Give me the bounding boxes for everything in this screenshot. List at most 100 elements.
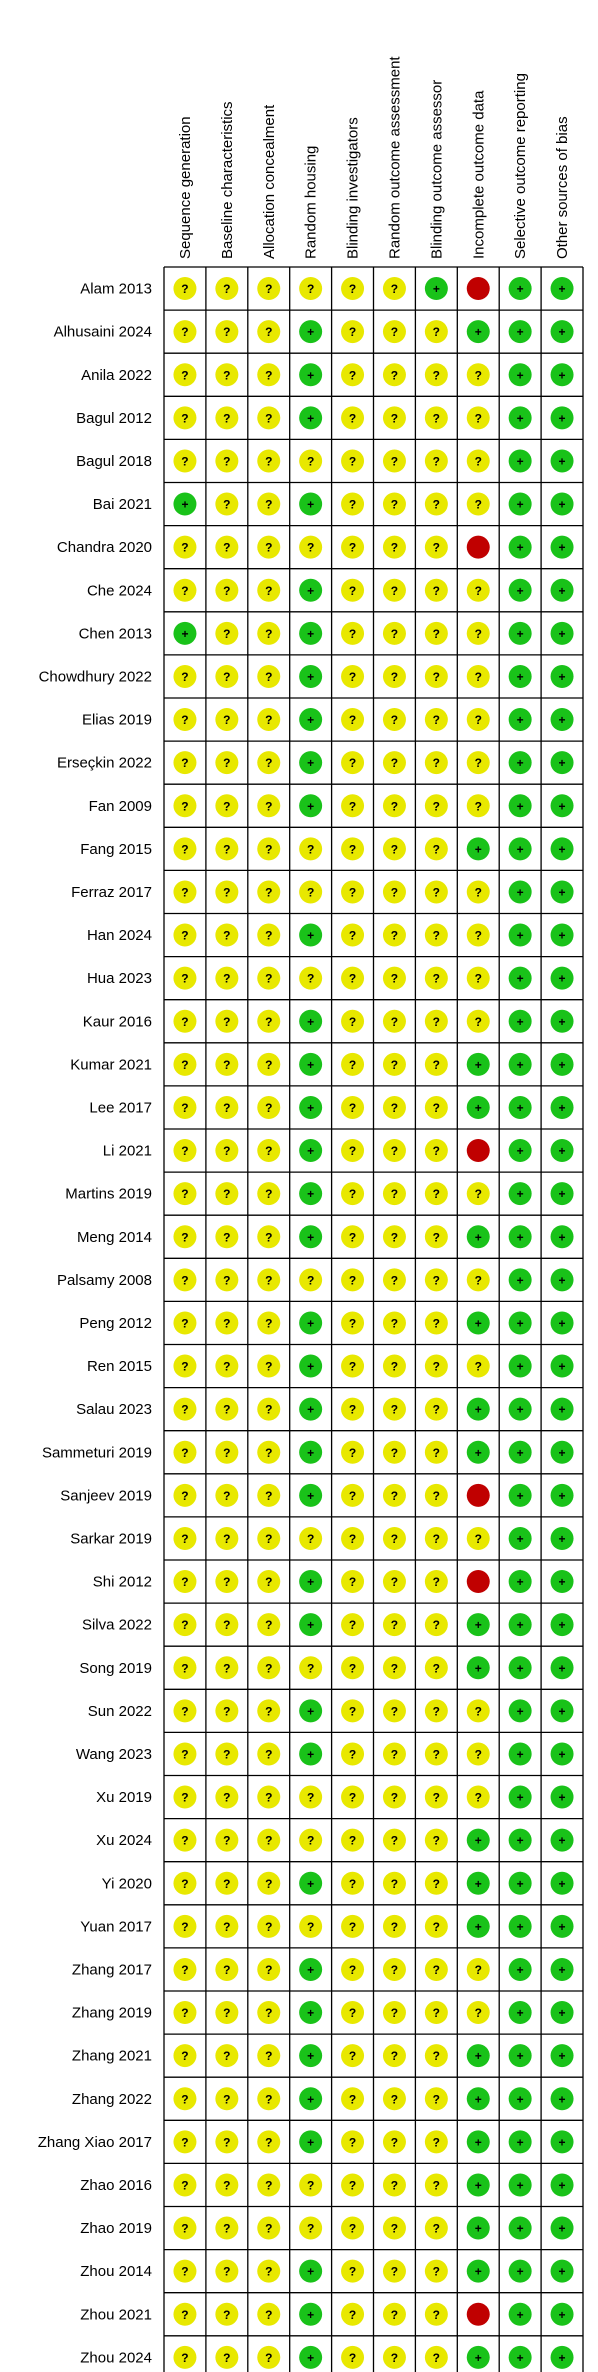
rating-symbol: ? xyxy=(433,2092,440,2106)
rating-low-risk-marker xyxy=(550,664,574,688)
rating-unclear-risk-marker xyxy=(341,2087,365,2111)
rating-unclear-risk-marker xyxy=(257,837,281,861)
rating-low-risk-marker xyxy=(299,2130,323,2154)
rating-symbol: ? xyxy=(349,1316,356,1330)
rating-low-risk-marker xyxy=(550,1139,574,1163)
rating-symbol: + xyxy=(307,627,314,641)
rating-unclear-risk-marker xyxy=(173,1225,197,1249)
rating-symbol: + xyxy=(559,1575,566,1589)
rating-symbol: ? xyxy=(349,282,356,296)
rating-unclear-risk-marker xyxy=(341,1397,365,1421)
rating-unclear-risk-marker xyxy=(257,708,281,732)
rating-unclear-risk-marker xyxy=(424,2302,448,2326)
rating-unclear-risk-marker xyxy=(341,837,365,861)
rating-unclear-risk-marker xyxy=(173,966,197,990)
rating-unclear-risk-marker xyxy=(424,1354,448,1378)
rating-symbol: ? xyxy=(433,1618,440,1632)
rating-low-risk-marker xyxy=(508,1009,532,1033)
rating-symbol: ? xyxy=(391,2351,398,2365)
rating-low-risk-marker xyxy=(550,1311,574,1335)
rating-unclear-risk-marker xyxy=(466,406,490,430)
rating-symbol: ? xyxy=(223,325,230,339)
rating-low-risk-marker xyxy=(466,1397,490,1421)
rating-low-risk-marker xyxy=(550,1957,574,1981)
rating-low-risk-marker xyxy=(508,621,532,645)
rating-symbol: ? xyxy=(181,1230,188,1244)
rating-low-risk-marker xyxy=(299,923,323,947)
rating-symbol: + xyxy=(475,1834,482,1848)
rating-unclear-risk-marker xyxy=(257,1139,281,1163)
rating-low-risk-marker xyxy=(550,535,574,559)
rating-symbol: + xyxy=(307,1316,314,1330)
rating-unclear-risk-marker xyxy=(341,1914,365,1938)
rating-unclear-risk-marker xyxy=(299,535,323,559)
rating-unclear-risk-marker xyxy=(382,837,406,861)
rating-symbol: ? xyxy=(265,2092,272,2106)
rating-symbol: ? xyxy=(265,2049,272,2063)
rating-unclear-risk-marker xyxy=(257,1871,281,1895)
rating-low-risk-marker xyxy=(508,1268,532,1292)
rating-symbol: ? xyxy=(391,2178,398,2192)
rating-symbol: ? xyxy=(223,1058,230,1072)
rating-symbol: ? xyxy=(391,2092,398,2106)
rating-symbol: ? xyxy=(265,1747,272,1761)
rating-unclear-risk-marker xyxy=(257,664,281,688)
rating-low-risk-marker xyxy=(550,1828,574,1852)
rating-unclear-risk-marker xyxy=(341,1570,365,1594)
rating-symbol: ? xyxy=(181,2351,188,2365)
rating-symbol: ? xyxy=(223,1230,230,1244)
rating-unclear-risk-marker xyxy=(341,923,365,947)
rating-symbol: ? xyxy=(475,1791,482,1805)
rating-symbol: ? xyxy=(223,1791,230,1805)
rating-unclear-risk-marker xyxy=(173,2216,197,2240)
study-label: Zhao 2016 xyxy=(80,2177,152,2194)
rating-low-risk-marker xyxy=(173,621,197,645)
rating-unclear-risk-marker xyxy=(424,1914,448,1938)
rating-unclear-risk-marker xyxy=(382,2259,406,2283)
rating-symbol: + xyxy=(559,1489,566,1503)
rating-symbol: ? xyxy=(433,325,440,339)
rating-unclear-risk-marker xyxy=(173,1354,197,1378)
rating-unclear-risk-marker xyxy=(382,2087,406,2111)
rating-unclear-risk-marker xyxy=(173,923,197,947)
rating-symbol: ? xyxy=(349,885,356,899)
rating-symbol: ? xyxy=(349,1834,356,1848)
rating-unclear-risk-marker xyxy=(341,1052,365,1076)
rating-symbol: ? xyxy=(475,670,482,684)
rating-symbol: + xyxy=(517,1920,524,1934)
rating-unclear-risk-marker xyxy=(466,1699,490,1723)
rating-unclear-risk-marker xyxy=(341,1957,365,1981)
rating-symbol: + xyxy=(517,1575,524,1589)
rating-symbol: ? xyxy=(265,1015,272,1029)
rating-unclear-risk-marker xyxy=(173,1699,197,1723)
rating-symbol: + xyxy=(307,1747,314,1761)
rating-unclear-risk-marker xyxy=(382,1699,406,1723)
rating-unclear-risk-marker xyxy=(466,751,490,775)
rating-symbol: + xyxy=(307,670,314,684)
rating-unclear-risk-marker xyxy=(257,1095,281,1119)
rating-low-risk-marker xyxy=(299,751,323,775)
rating-symbol: ? xyxy=(181,1877,188,1891)
rating-unclear-risk-marker xyxy=(382,277,406,301)
rating-symbol: ? xyxy=(391,1273,398,1287)
rating-low-risk-marker xyxy=(508,1397,532,1421)
rating-symbol: ? xyxy=(391,1101,398,1115)
rating-symbol: ? xyxy=(265,1144,272,1158)
rating-symbol: ? xyxy=(391,1618,398,1632)
rating-symbol: + xyxy=(517,1101,524,1115)
rating-unclear-risk-marker xyxy=(424,2130,448,2154)
rating-unclear-risk-marker xyxy=(173,2173,197,2197)
rating-unclear-risk-marker xyxy=(382,2044,406,2068)
rating-unclear-risk-marker xyxy=(257,1699,281,1723)
study-label: Zhou 2014 xyxy=(80,2263,152,2280)
study-label: Hua 2023 xyxy=(87,970,152,987)
rating-symbol: ? xyxy=(265,972,272,986)
rating-symbol: ? xyxy=(391,885,398,899)
rating-symbol: ? xyxy=(265,2135,272,2149)
rating-high-risk-marker xyxy=(466,2302,490,2326)
rating-symbol: ? xyxy=(349,1618,356,1632)
study-label: Kumar 2021 xyxy=(70,1056,152,1073)
rating-low-risk-marker xyxy=(550,1268,574,1292)
rating-symbol: + xyxy=(517,498,524,512)
rating-low-risk-marker xyxy=(550,449,574,473)
